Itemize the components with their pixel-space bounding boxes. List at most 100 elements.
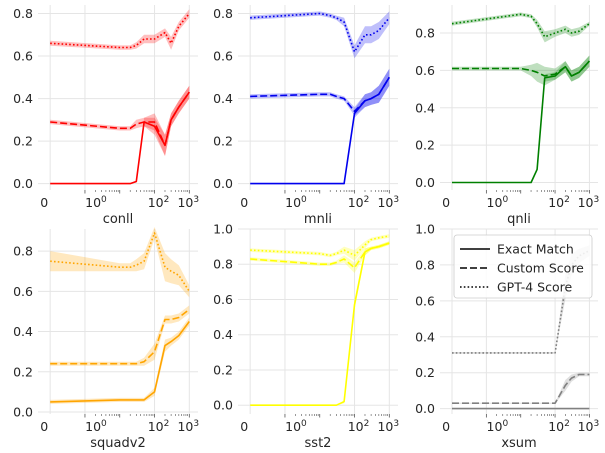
y-tick-label: 0.6 [415,63,435,78]
y-tick-label: 0.2 [415,138,435,153]
plot-area [238,5,398,190]
y-tick-label: 0.8 [415,257,435,272]
chart-panel-squadv2: 0.0 0.2 0.4 0.6 0.8 0 100 102 103 squadv2 [13,227,199,451]
band-gpt4-score [250,234,390,261]
x-tick-label: 0 [442,195,450,210]
x-tick-label: 0 [40,195,48,210]
band-custom-score [50,305,190,366]
y-tick-label: 0.6 [13,284,33,299]
band-gpt4-score [452,12,590,43]
y-tick-label: 0.0 [213,398,233,413]
line-custom-score [250,242,390,269]
band-custom-score [250,241,390,273]
line-custom-score [452,373,590,405]
x-tick-label: 103 [578,195,600,210]
line-gpt4-score [250,235,390,257]
x-tick-label: 0 [240,419,248,434]
x-tick-label: 102 [348,195,370,210]
x-tick-label: 100 [487,195,509,210]
plot-area [238,229,398,414]
y-tick-label: 0.4 [213,327,233,342]
band-gpt4-score [250,11,390,59]
band-custom-score [250,68,390,116]
line-custom-score [50,91,190,147]
legend-label-custom-score: Custom Score [497,261,584,276]
x-tick-label: 102 [148,419,170,434]
x-tick-label: 103 [377,195,399,210]
y-tick-label: 0.8 [213,257,233,272]
x-tick-label: 100 [487,419,509,434]
line-custom-score [250,76,390,113]
y-tick-label: 0.0 [13,404,33,419]
x-tick-label: 103 [578,419,600,434]
y-tick-label: 0.4 [415,329,435,344]
y-tick-label: 0.8 [13,6,33,21]
x-axis-label: mnli [304,212,332,227]
legend: Exact Match Custom Score GPT-4 Score [453,234,593,299]
x-axis-label: sst2 [305,436,332,451]
band-custom-score [452,372,590,404]
x-tick-label: 102 [548,195,570,210]
legend-label-gpt4-score: GPT-4 Score [497,280,572,295]
line-exact-match [250,242,390,407]
x-tick-label: 103 [377,419,399,434]
x-tick-label: 100 [285,419,307,434]
chart-panel-mnli: 0.0 0.2 0.4 0.6 0.8 0 100 102 103 mnli [213,5,399,227]
x-tick-label: 102 [348,419,370,434]
line-exact-match [50,321,190,403]
x-tick-label: 100 [85,419,107,434]
legend-label-exact-match: Exact Match [497,242,574,257]
x-tick-label: 102 [548,419,570,434]
y-tick-label: 0.4 [13,324,33,339]
y-tick-label: 0.6 [213,292,233,307]
y-tick-label: 1.0 [213,222,233,237]
chart-panel-conll: 0.0 0.2 0.4 0.6 0.8 0 100 102 103 conll [13,5,199,227]
y-tick-label: 0.2 [415,365,435,380]
y-tick-label: 0.0 [415,401,435,416]
y-tick-label: 0.6 [13,49,33,64]
plot-area [440,5,598,190]
band-custom-score [452,55,590,86]
y-tick-label: 0.8 [415,26,435,41]
y-tick-label: 0.4 [213,91,233,106]
y-tick-label: 0.2 [13,134,33,149]
x-tick-label: 0 [240,195,248,210]
y-tick-label: 0.6 [213,49,233,64]
plot-area [38,229,198,414]
x-axis-label: squadv2 [90,436,145,451]
x-axis-label: xsum [501,436,536,451]
legend-box [453,234,593,299]
chart-panel-sst2: 0.0 0.2 0.4 0.6 0.8 1.0 0 100 102 103 sst2 [213,222,399,452]
y-tick-label: 0.0 [415,175,435,190]
x-tick-label: 103 [177,195,199,210]
x-tick-label: 100 [285,195,307,210]
line-gpt4-score [250,12,390,53]
y-tick-label: 0.2 [213,134,233,149]
line-gpt4-score [50,232,190,292]
band-gpt4-score [50,227,190,298]
line-gpt4-score [50,12,190,49]
line-custom-score [50,308,190,365]
y-tick-label: 0.0 [13,176,33,191]
y-tick-label: 0.4 [415,100,435,115]
x-axis-label: conll [103,212,134,227]
line-gpt4-score [451,13,590,38]
x-tick-label: 102 [148,195,170,210]
y-tick-label: 0.2 [13,364,33,379]
x-tick-label: 103 [177,419,199,434]
y-tick-label: 1.0 [415,222,435,237]
y-tick-label: 0.8 [213,6,233,21]
x-tick-label: 0 [442,419,450,434]
plot-area [38,5,198,190]
y-tick-label: 0.4 [13,91,33,106]
x-axis-label: qnli [507,212,531,227]
x-tick-label: 100 [85,195,107,210]
band-exact-match [50,85,190,184]
y-tick-label: 0.2 [213,362,233,377]
line-custom-score [452,60,590,77]
y-tick-label: 0.0 [213,176,233,191]
chart-panel-qnli: 0.0 0.2 0.4 0.6 0.8 0 100 102 103 qnli [415,5,599,227]
x-tick-label: 0 [40,419,48,434]
y-tick-label: 0.8 [13,244,33,259]
